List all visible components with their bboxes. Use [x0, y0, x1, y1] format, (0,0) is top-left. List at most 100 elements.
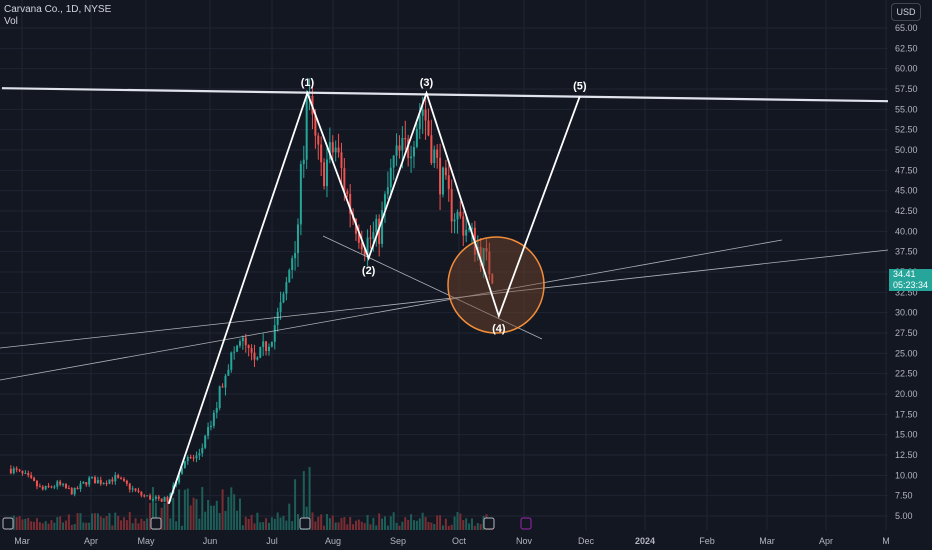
volume-bar: [276, 512, 279, 530]
volume-bar: [302, 471, 305, 530]
volume-bar: [340, 518, 343, 530]
candle-body: [137, 490, 140, 492]
volume-bar: [59, 516, 62, 530]
candle-body: [259, 347, 262, 358]
candle-body: [134, 488, 137, 491]
price-tick-label: 45.00: [895, 186, 918, 196]
volume-bar: [117, 515, 120, 530]
price-tick-label: 62.50: [895, 43, 918, 53]
trend-lines: [0, 87, 889, 381]
volume-bar: [236, 510, 239, 530]
time-tick-label: Jun: [203, 536, 218, 546]
volume-bar: [473, 525, 476, 530]
volume-bar: [221, 489, 224, 530]
price-tick-label: 60.00: [895, 64, 918, 74]
pattern-label: (2): [362, 265, 376, 277]
candle-body: [117, 475, 120, 478]
candle-body: [227, 369, 230, 376]
candle-body: [453, 219, 456, 222]
pattern-label: (5): [573, 80, 587, 92]
volume-bar: [325, 514, 328, 530]
price-tick-label: 25.00: [895, 348, 918, 358]
volume-bar: [33, 521, 36, 530]
candle-body: [15, 468, 18, 470]
candle-body: [41, 486, 44, 490]
candle-body: [189, 457, 192, 459]
volume-bar: [67, 514, 70, 530]
volume-bar: [363, 523, 366, 530]
volume-bar: [96, 513, 99, 530]
volume-bar: [73, 523, 76, 530]
price-tick-label: 55.00: [895, 104, 918, 114]
volume-bar: [120, 520, 123, 530]
volume-bar: [53, 522, 56, 530]
candle-body: [456, 211, 459, 220]
symbol-title[interactable]: Carvana Co., 1D, NYSE: [4, 4, 112, 15]
volume-bar: [244, 516, 247, 530]
volume-bar: [137, 523, 140, 530]
candle-body: [444, 167, 447, 176]
candle-body: [378, 218, 381, 244]
volume-bar: [369, 524, 372, 530]
candle-body: [340, 152, 343, 169]
candle-body: [375, 218, 378, 233]
price-tick-label: 20.00: [895, 389, 918, 399]
volume-bar: [331, 515, 334, 530]
candle-body: [93, 477, 96, 484]
time-tick-label: Dec: [578, 536, 595, 546]
volume-bar: [381, 518, 384, 530]
volume-bar: [224, 510, 227, 530]
candle-body: [88, 477, 91, 485]
time-tick-label: Aug: [325, 536, 341, 546]
volume-bar: [125, 520, 128, 530]
pattern-labels: (1) (2) (3) (4) (5): [301, 77, 587, 335]
trendline-upper: [0, 239, 783, 381]
candle-body: [291, 258, 294, 270]
price-tick-label: 47.50: [895, 165, 918, 175]
candle-body: [108, 479, 111, 484]
volume-bar: [343, 517, 346, 530]
time-axis[interactable]: Mar Apr May Jun Jul Aug Sep Oct Nov Dec 2024 Feb Mar…: [14, 536, 890, 546]
volume-bar: [410, 514, 413, 530]
volume-bar: [169, 518, 172, 530]
volume-bar: [366, 515, 369, 530]
volume-bar: [447, 525, 450, 530]
volume-bar: [172, 497, 175, 530]
candle-body: [468, 228, 471, 230]
candle-body: [346, 191, 349, 194]
volume-bar: [267, 522, 270, 530]
volume-bar: [465, 518, 468, 530]
volume-bar: [378, 513, 381, 530]
currency-button[interactable]: USD: [891, 3, 921, 21]
volume-bar: [128, 512, 131, 530]
candle-body: [386, 187, 389, 195]
volume-bar: [247, 518, 250, 530]
event-markers: [2, 517, 532, 530]
volume-bar: [265, 518, 268, 530]
volume-bar: [99, 516, 102, 530]
candle-body: [207, 427, 210, 436]
candle-body: [288, 269, 291, 283]
pattern-label: (1): [301, 77, 315, 89]
volume-bar: [334, 522, 337, 530]
volume-bar: [238, 498, 241, 530]
candle-body: [360, 242, 363, 250]
wave-path: [167, 90, 581, 505]
volume-bar: [288, 503, 291, 530]
candle-body: [120, 477, 123, 479]
volume-bar: [476, 523, 479, 530]
time-tick-label: Apr: [84, 536, 98, 546]
candle-body: [410, 156, 413, 159]
price-tick-label: 10.00: [895, 470, 918, 480]
candle-body: [317, 135, 320, 145]
volume-bar: [337, 522, 340, 530]
candle-body: [79, 483, 82, 490]
price-tick-label: 57.50: [895, 84, 918, 94]
volume-bar: [201, 487, 204, 530]
candle-body: [450, 189, 453, 222]
time-tick-label: Sep: [390, 536, 406, 546]
volume-bar: [462, 520, 465, 530]
candle-body: [12, 468, 15, 474]
candle-body: [296, 224, 299, 254]
